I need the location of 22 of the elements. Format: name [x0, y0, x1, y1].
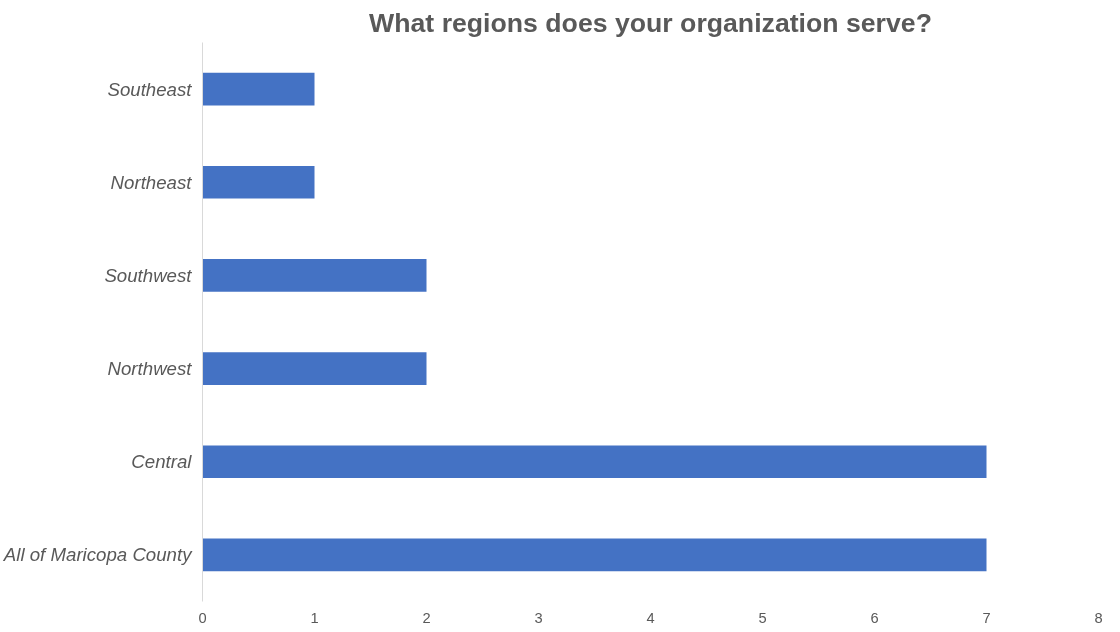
y-tick-label: Central — [131, 451, 193, 473]
bar — [202, 538, 987, 572]
y-tick-label: Southeast — [107, 78, 193, 100]
x-tick-label: 3 — [534, 609, 543, 626]
y-tick-label: Southwest — [104, 264, 193, 286]
bar — [202, 352, 427, 385]
x-tick-label: 7 — [982, 609, 991, 626]
x-tick-label: 4 — [646, 609, 655, 626]
y-tick-label: Northeast — [110, 171, 193, 193]
bar — [202, 165, 315, 199]
x-tick-label: 1 — [310, 609, 319, 626]
x-tick-label: 5 — [758, 609, 767, 626]
x-tick-label: 6 — [870, 609, 879, 626]
x-tick-label: 8 — [1094, 609, 1103, 626]
chart-title: What regions does your organization serve? — [369, 7, 932, 38]
bar — [202, 259, 427, 292]
bar — [202, 72, 315, 106]
x-tick-label: 2 — [422, 609, 431, 626]
y-tick-label: Northwest — [107, 358, 193, 380]
y-tick-label: All of Maricopa County — [2, 544, 194, 566]
x-tick-label: 0 — [198, 609, 207, 626]
bar — [202, 445, 987, 479]
